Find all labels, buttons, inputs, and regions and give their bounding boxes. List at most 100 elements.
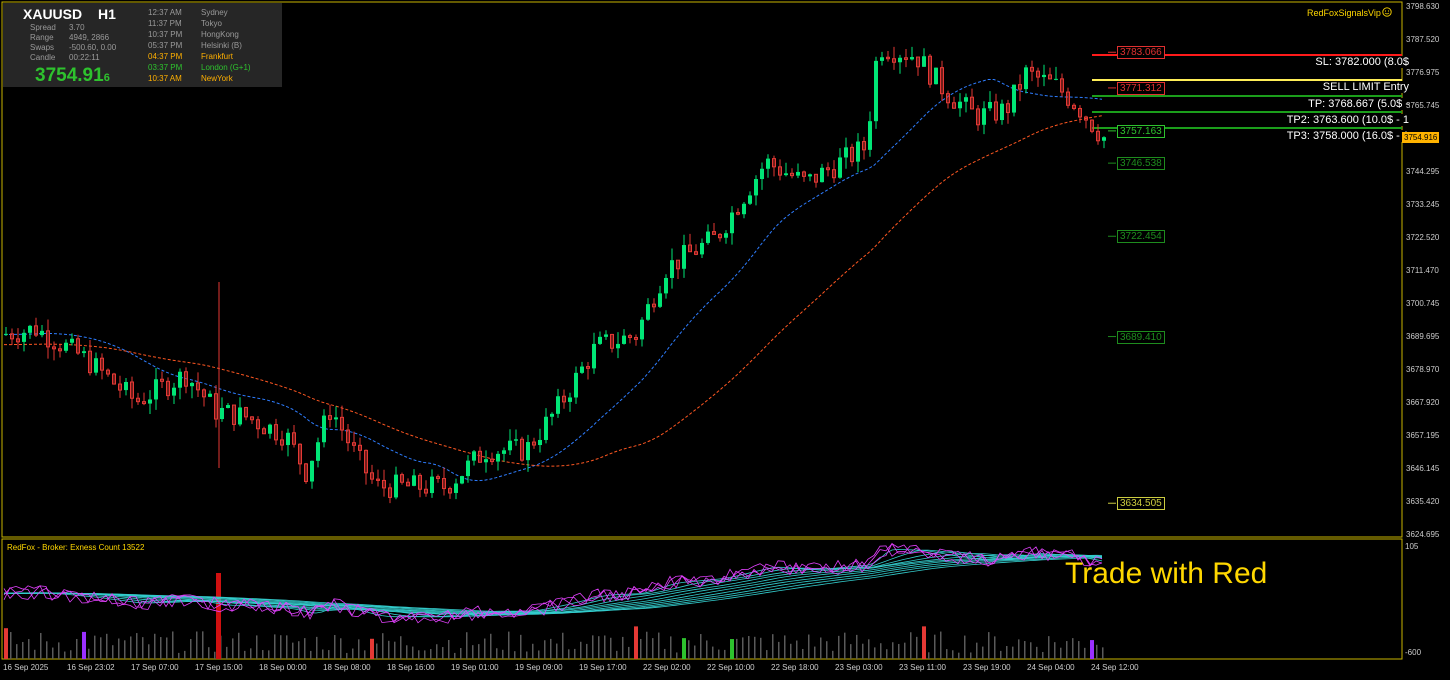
price-axis-tick: 3646.145	[1406, 464, 1440, 473]
candle-body	[70, 338, 74, 343]
candle-body	[178, 371, 182, 388]
candle-body	[166, 380, 170, 397]
indicator-bar	[226, 646, 228, 659]
candle-body	[652, 303, 656, 308]
indicator-bar	[868, 639, 870, 659]
indicator-bar	[388, 640, 390, 659]
indicator-bar	[190, 638, 192, 659]
price-axis-tick: 3711.470	[1406, 266, 1439, 275]
indicator-bar	[802, 648, 804, 659]
indicator-bar	[10, 632, 12, 659]
indicator-bar	[814, 646, 816, 659]
indicator-ribbon-line	[4, 556, 1103, 614]
indicator-bar	[112, 645, 114, 659]
candle-body	[124, 381, 128, 391]
indicator-bar	[334, 635, 336, 659]
candle-body	[298, 443, 302, 465]
sell-limit-entry-label[interactable]: SELL LIMIT Entry	[1319, 81, 1412, 93]
indicator-bar	[472, 645, 474, 659]
candle-body	[184, 371, 188, 387]
indicator-bar	[280, 635, 282, 659]
candle-body	[928, 55, 932, 85]
candle-body	[700, 242, 704, 255]
candle-body	[1036, 70, 1040, 78]
price-level-label: 3783.066	[1117, 46, 1165, 60]
indicator-bar	[610, 637, 612, 659]
indicator-bar	[214, 651, 216, 659]
candle-body	[388, 487, 392, 498]
candle-body	[688, 244, 692, 253]
indicator-bar	[490, 633, 492, 659]
indicator-bar	[724, 649, 726, 659]
indicator-bar	[118, 638, 120, 659]
candle-body	[826, 167, 830, 171]
candle-body	[1030, 66, 1034, 72]
candle-body	[370, 472, 374, 480]
symbol-info-panel: XAUUSD H1 Spread 3.70 Range 4949, 2866 S…	[3, 3, 282, 87]
indicator-bar	[1054, 642, 1056, 659]
time-axis-label: 22 Sep 18:00	[771, 663, 819, 672]
candle-body	[892, 58, 896, 63]
indicator-bar	[484, 638, 486, 659]
candle-body	[856, 141, 860, 162]
price-axis-tick: 3733.245	[1406, 200, 1440, 209]
indicator-ribbon-line	[4, 554, 1103, 615]
take-profit-2-label[interactable]: TP2: 3763.600 (10.0$ - 1	[1283, 114, 1412, 126]
session-time: 10:37 AM	[148, 74, 182, 83]
candle-body	[640, 319, 644, 340]
candle-body	[460, 476, 464, 484]
candle-body	[376, 478, 380, 481]
candle-body	[148, 399, 152, 404]
indicator-bar	[538, 650, 540, 659]
candle-body	[274, 424, 278, 441]
candle-body	[418, 474, 422, 490]
indicator-axis-top: 105	[1405, 542, 1419, 551]
candle-body	[646, 304, 650, 320]
indicator-bar	[970, 652, 972, 659]
indicator-bar	[412, 646, 414, 659]
indicator-bar	[502, 649, 504, 659]
candle-body	[838, 157, 842, 178]
candle-body	[1072, 104, 1076, 109]
candle-body	[622, 335, 626, 344]
indicator-bar	[706, 640, 708, 659]
indicator-bar	[88, 648, 90, 659]
session-city: NewYork	[201, 74, 233, 83]
candle-body	[466, 460, 470, 477]
indicator-bar	[1024, 641, 1026, 659]
candle-body	[400, 474, 404, 483]
take-profit-1-label[interactable]: TP: 3768.667 (5.0$ -	[1305, 98, 1412, 110]
candle-body	[34, 325, 38, 336]
price-axis-tick: 3798.630	[1406, 2, 1440, 11]
indicator-bar	[394, 641, 396, 659]
indicator-bar	[916, 636, 918, 659]
indicator-ribbon-line	[4, 554, 1103, 614]
candle-body	[844, 147, 848, 158]
stop-loss-label[interactable]: SL: 3782.000 (8.0$	[1312, 56, 1412, 68]
indicator-bar	[166, 637, 168, 659]
session-city: Helsinki (B)	[201, 41, 242, 50]
indicator-bar	[688, 640, 690, 659]
indicator-bar	[16, 644, 18, 659]
indicator-bar	[352, 648, 354, 659]
candle-body	[814, 173, 818, 183]
indicator-bar	[874, 647, 876, 659]
indicator-bar	[340, 638, 342, 659]
take-profit-3-label[interactable]: TP3: 3758.000 (16.0$ - 1	[1283, 130, 1412, 142]
indicator-axis-bottom: -600	[1405, 648, 1422, 657]
candle-body	[208, 393, 212, 397]
indicator-bar	[664, 648, 666, 659]
indicator-bar	[52, 647, 54, 659]
indicator-bar	[556, 643, 558, 659]
candle-body	[976, 108, 980, 126]
indicator-bar	[292, 642, 294, 659]
bid-price: 3754.916	[35, 65, 110, 87]
candle-body	[874, 60, 878, 122]
candle-body	[910, 57, 914, 60]
candle-body	[862, 141, 866, 151]
indicator-bar	[598, 636, 600, 659]
candle-body	[916, 56, 920, 68]
indicator-bar	[232, 638, 234, 659]
indicator-bar	[586, 643, 588, 659]
